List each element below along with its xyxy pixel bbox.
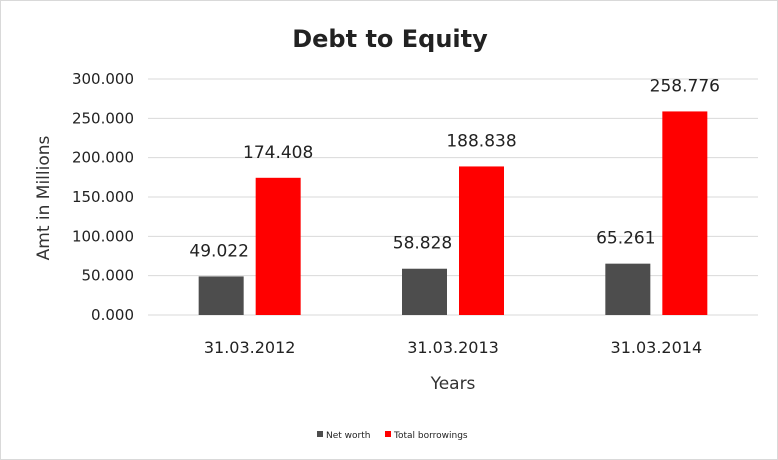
bar-net-worth (402, 268, 447, 315)
data-labels: 49.022 174.408 58.828 188.838 65.261 258.776 (189, 76, 720, 261)
y-tick-label: 50.000 (82, 267, 135, 285)
y-tick-label: 100.000 (72, 227, 134, 245)
x-tick-label: 31.03.2014 (611, 338, 703, 357)
y-tick-label: 150.000 (72, 188, 134, 206)
data-label: 65.261 (596, 229, 655, 249)
data-label: 174.408 (243, 143, 313, 163)
bar-net-worth (605, 263, 651, 315)
x-tick-label: 31.03.2013 (407, 338, 499, 357)
data-label: 49.022 (189, 241, 248, 261)
bars (198, 111, 708, 315)
x-tick-label: 31.03.2012 (204, 338, 296, 357)
y-tick-label: 0.000 (91, 306, 134, 324)
y-tick-label: 200.000 (72, 149, 134, 167)
bar-total-borrowings (662, 111, 708, 315)
y-tick-label: 300.000 (72, 70, 134, 88)
legend-label: Total borrowings (393, 431, 468, 441)
data-label: 258.776 (650, 76, 720, 96)
legend: Net worth Total borrowings (317, 431, 468, 441)
bar-total-borrowings (459, 166, 504, 315)
legend-label: Net worth (326, 431, 370, 441)
y-axis-label: Amt in Millions (34, 135, 54, 260)
bar-net-worth (198, 276, 244, 315)
gridlines (148, 78, 758, 316)
legend-swatch (317, 431, 323, 437)
bar-total-borrowings (255, 177, 301, 315)
data-label: 58.828 (393, 234, 452, 254)
y-tick-label: 250.000 (72, 109, 134, 127)
y-tick-labels: 0.000 50.000 100.000 150.000 200.000 250.000 3… (72, 70, 134, 324)
chart-title: Debt to Equity (292, 25, 488, 53)
legend-swatch (385, 431, 391, 437)
x-tick-labels: 31.03.2012 31.03.2013 31.03.2014 (204, 338, 702, 357)
data-label: 188.838 (446, 131, 516, 151)
x-axis-label: Years (430, 374, 476, 394)
